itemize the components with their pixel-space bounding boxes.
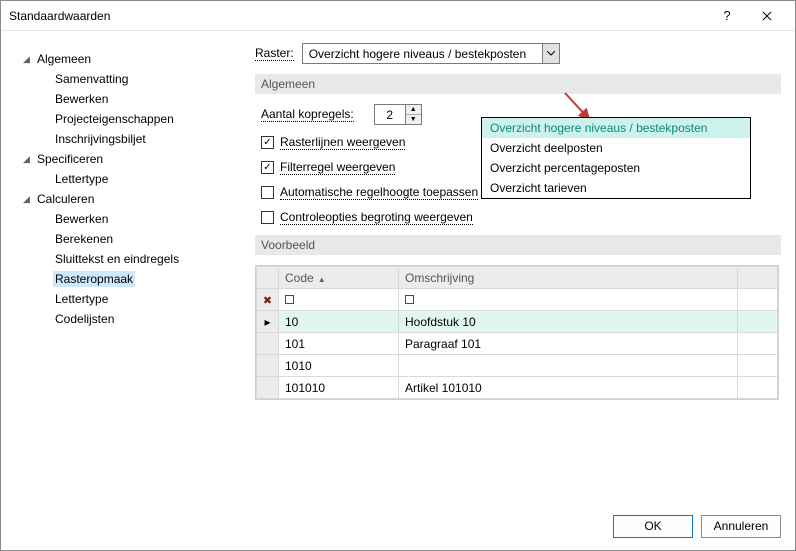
col-omschrijving[interactable]: Omschrijving — [399, 267, 738, 289]
help-button[interactable]: ? — [707, 2, 747, 30]
dialog-window: Standaardwaarden ? ◢Algemeen Samenvattin… — [0, 0, 796, 551]
cell-code: 101010 — [279, 377, 399, 399]
filter-cell[interactable] — [279, 289, 399, 311]
tree-item[interactable]: Lettertype — [15, 289, 245, 309]
raster-row: Raster: Overzicht hogere niveaus / beste… — [255, 43, 781, 64]
table-row[interactable]: 101010 Artikel 101010 — [257, 377, 778, 399]
tree-item[interactable]: Bewerken — [15, 209, 245, 229]
tree-item[interactable]: Inschrijvingsbiljet — [15, 129, 245, 149]
dropdown-option[interactable]: Overzicht deelposten — [482, 138, 750, 158]
window-title: Standaardwaarden — [9, 9, 707, 23]
kopregels-label: Aantal kopregels: — [261, 107, 354, 122]
checkbox-icon — [261, 186, 274, 199]
chevron-down-icon — [547, 51, 555, 56]
cell-omschrijving: Artikel 101010 — [399, 377, 738, 399]
check-label: Rasterlijnen weergeven — [280, 135, 405, 150]
filter-cell — [738, 289, 778, 311]
spinner-arrows: ▲ ▼ — [405, 105, 421, 124]
kopregels-input[interactable] — [375, 105, 405, 124]
sort-asc-icon: ▲ — [318, 275, 326, 284]
tree-item[interactable]: Codelijsten — [15, 309, 245, 329]
raster-combo-text: Overzicht hogere niveaus / bestekposten — [303, 47, 542, 61]
filter-box-icon — [285, 295, 294, 304]
cell-omschrijving: Hoofdstuk 10 — [399, 311, 738, 333]
preview-grid: Code▲ Omschrijving ✖ ▸ 10 Hoofdstuk 10 — [255, 265, 779, 400]
tree-group-specificeren[interactable]: ◢Specificeren — [15, 149, 245, 169]
cell-code: 10 — [279, 311, 399, 333]
table-header-row: Code▲ Omschrijving — [257, 267, 778, 289]
filter-box-icon — [405, 295, 414, 304]
raster-combo-button[interactable] — [542, 44, 559, 63]
raster-label: Raster: — [255, 46, 294, 61]
dropdown-option[interactable]: Overzicht percentageposten — [482, 158, 750, 178]
check-label: Automatische regelhoogte toepassen — [280, 185, 478, 200]
titlebar: Standaardwaarden ? — [1, 1, 795, 31]
spinner-down[interactable]: ▼ — [406, 115, 421, 124]
nav-tree: ◢Algemeen Samenvatting Bewerken Projecte… — [15, 43, 245, 502]
table-row[interactable]: ▸ 10 Hoofdstuk 10 — [257, 311, 778, 333]
content-area: ◢Algemeen Samenvatting Bewerken Projecte… — [1, 31, 795, 502]
tree-item[interactable]: Lettertype — [15, 169, 245, 189]
tree-item[interactable]: Sluittekst en eindregels — [15, 249, 245, 269]
section-algemeen: Algemeen — [255, 74, 781, 94]
check-label: Controleopties begroting weergeven — [280, 210, 473, 225]
check-controle-row[interactable]: Controleopties begroting weergeven — [261, 210, 781, 225]
close-icon — [762, 11, 772, 21]
checkbox-icon — [261, 136, 274, 149]
cell-omschrijving: Paragraaf 101 — [399, 333, 738, 355]
dropdown-option[interactable]: Overzicht hogere niveaus / bestekposten — [482, 118, 750, 138]
section-voorbeeld: Voorbeeld — [255, 235, 781, 255]
row-header-blank — [257, 267, 279, 289]
col-blank — [738, 267, 778, 289]
spinner-up[interactable]: ▲ — [406, 105, 421, 115]
checkbox-icon — [261, 211, 274, 224]
ok-button[interactable]: OK — [613, 515, 693, 538]
checkbox-icon — [261, 161, 274, 174]
cancel-button[interactable]: Annuleren — [701, 515, 781, 538]
close-button[interactable] — [747, 2, 787, 30]
tree-item[interactable]: Samenvatting — [15, 69, 245, 89]
raster-dropdown: Overzicht hogere niveaus / bestekposten … — [481, 117, 751, 199]
dropdown-option[interactable]: Overzicht tarieven — [482, 178, 750, 198]
col-code[interactable]: Code▲ — [279, 267, 399, 289]
tree-group-calculeren[interactable]: ◢Calculeren — [15, 189, 245, 209]
filter-row: ✖ — [257, 289, 778, 311]
tree-item[interactable]: Berekenen — [15, 229, 245, 249]
tree-item[interactable]: Bewerken — [15, 89, 245, 109]
settings-pane: Raster: Overzicht hogere niveaus / beste… — [245, 43, 781, 502]
tree-item-rasteropmaak[interactable]: Rasteropmaak — [15, 269, 245, 289]
cell-omschrijving — [399, 355, 738, 377]
tree-group-algemeen[interactable]: ◢Algemeen — [15, 49, 245, 69]
filter-icon: ✖ — [263, 295, 272, 307]
raster-combo[interactable]: Overzicht hogere niveaus / bestekposten — [302, 43, 560, 64]
cell-code: 1010 — [279, 355, 399, 377]
filter-icon-cell[interactable]: ✖ — [257, 289, 279, 311]
check-label: Filterregel weergeven — [280, 160, 395, 175]
filter-cell[interactable] — [399, 289, 738, 311]
kopregels-spinner[interactable]: ▲ ▼ — [374, 104, 422, 125]
table-row[interactable]: 1010 — [257, 355, 778, 377]
tree-item[interactable]: Projecteigenschappen — [15, 109, 245, 129]
row-marker: ▸ — [257, 311, 279, 333]
dialog-footer: OK Annuleren — [1, 502, 795, 550]
table-row[interactable]: 101 Paragraaf 101 — [257, 333, 778, 355]
cell-code: 101 — [279, 333, 399, 355]
